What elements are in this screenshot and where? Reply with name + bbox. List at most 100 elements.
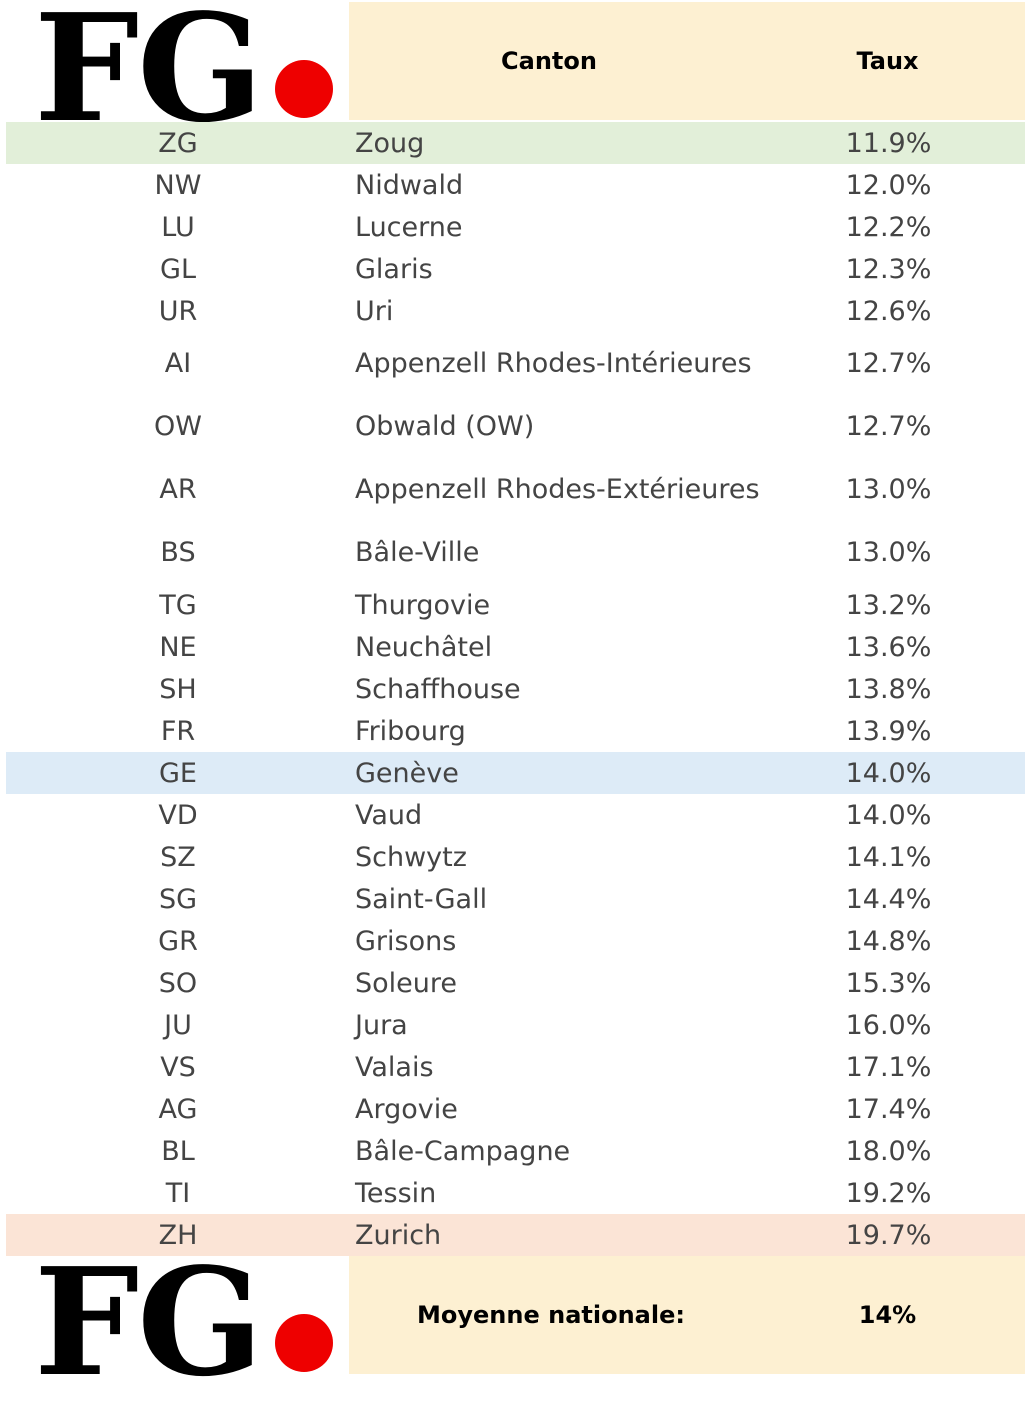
national-average-label: Moyenne nationale: — [417, 1301, 685, 1329]
tax-rate: 11.9% — [845, 127, 932, 159]
canton-code: BS — [160, 537, 196, 568]
table-row: TI Tessin 19.2% — [6, 1172, 1025, 1214]
canton-code: AG — [158, 1093, 198, 1125]
canton-code: VD — [158, 799, 198, 831]
canton-name: Nidwald — [355, 169, 464, 201]
table-row: OW Obwald (OW) 12.7% — [6, 395, 1025, 458]
canton-code: OW — [154, 411, 202, 442]
table-row: BS Bâle-Ville 13.0% — [6, 521, 1025, 584]
canton-code: ZH — [158, 1219, 198, 1251]
canton-name: Valais — [355, 1051, 434, 1083]
table-row: AI Appenzell Rhodes-Intérieures 12.7% — [6, 332, 1025, 395]
table-row: GR Grisons 14.8% — [6, 920, 1025, 962]
tax-rate: 17.1% — [845, 1051, 932, 1083]
tax-rate: 16.0% — [845, 1009, 932, 1041]
canton-name: Appenzell Rhodes-Extérieures — [355, 474, 760, 505]
table-row: ZG Zoug 11.9% — [6, 122, 1025, 164]
national-average-value: 14% — [858, 1301, 917, 1329]
canton-name: Soleure — [355, 967, 458, 999]
canton-code: FR — [160, 715, 196, 747]
canton-code: UR — [158, 295, 198, 327]
tax-rate: 17.4% — [845, 1093, 932, 1125]
canton-code: BL — [161, 1135, 195, 1167]
canton-code: TG — [159, 589, 197, 621]
canton-name: Genève — [355, 757, 459, 789]
header-canton: Canton — [501, 47, 597, 75]
tax-rate: 12.7% — [845, 411, 932, 442]
tax-rate: 12.6% — [845, 295, 932, 327]
canton-code: ZG — [158, 127, 198, 159]
table-row: JU Jura 16.0% — [6, 1004, 1025, 1046]
canton-code: JU — [164, 1009, 192, 1041]
table-footer: Moyenne nationale: 14% — [349, 1256, 1025, 1374]
canton-name: Zoug — [355, 127, 425, 159]
table-row: NW Nidwald 12.0% — [6, 164, 1025, 206]
table-row: AG Argovie 17.4% — [6, 1088, 1025, 1130]
canton-name: Grisons — [355, 925, 457, 957]
tax-rate: 12.7% — [845, 348, 932, 379]
table-row: ZH Zurich 19.7% — [6, 1214, 1025, 1256]
tax-rate: 14.0% — [845, 757, 932, 789]
canton-code: SH — [159, 673, 197, 705]
canton-name: Argovie — [355, 1093, 458, 1125]
canton-name: Thurgovie — [355, 589, 491, 621]
canton-name: Zurich — [355, 1219, 442, 1251]
tax-rate: 14.1% — [845, 841, 932, 873]
canton-code: LU — [161, 211, 195, 243]
canton-name: Obwald (OW) — [355, 411, 535, 442]
tax-rate: 14.8% — [845, 925, 932, 957]
table-row: LU Lucerne 12.2% — [6, 206, 1025, 248]
logo-text: FG — [34, 1235, 263, 1409]
canton-code: AR — [159, 474, 197, 505]
tax-rate: 14.4% — [845, 883, 932, 915]
canton-code: SZ — [160, 841, 196, 873]
canton-code: SG — [158, 883, 198, 915]
tax-rate: 13.0% — [845, 537, 932, 568]
table-row: AR Appenzell Rhodes-Extérieures 13.0% — [6, 458, 1025, 521]
logo-top: FG — [0, 0, 348, 142]
table-row: GL Glaris 12.3% — [6, 248, 1025, 290]
canton-name: Neuchâtel — [355, 631, 493, 663]
canton-code: VS — [160, 1051, 196, 1083]
canton-name: Appenzell Rhodes-Intérieures — [355, 348, 752, 379]
table-row: UR Uri 12.6% — [6, 290, 1025, 332]
table-row: NE Neuchâtel 13.6% — [6, 626, 1025, 668]
canton-code: GL — [160, 253, 196, 285]
canton-name: Tessin — [355, 1177, 437, 1209]
logo-dot-icon — [275, 60, 334, 118]
canton-name: Uri — [355, 295, 394, 327]
canton-name: Bâle-Campagne — [355, 1135, 571, 1167]
tax-rate: 13.0% — [845, 474, 932, 505]
canton-name: Schwytz — [355, 841, 467, 873]
tax-rate: 15.3% — [845, 967, 932, 999]
tax-rate: 19.7% — [845, 1219, 932, 1251]
logo-dot-icon — [275, 1314, 334, 1372]
tax-rate: 12.3% — [845, 253, 932, 285]
canton-code: NE — [159, 631, 197, 663]
table-row: VD Vaud 14.0% — [6, 794, 1025, 836]
tax-rate: 13.8% — [845, 673, 932, 705]
tax-rate: 13.6% — [845, 631, 932, 663]
canton-code: SO — [158, 967, 198, 999]
table-row: TG Thurgovie 13.2% — [6, 584, 1025, 626]
header-rate: Taux — [856, 47, 919, 75]
canton-code: NW — [154, 169, 202, 201]
canton-name: Bâle-Ville — [355, 537, 480, 568]
table-header: Canton Taux — [349, 2, 1025, 120]
table-row: SG Saint-Gall 14.4% — [6, 878, 1025, 920]
table-row: SO Soleure 15.3% — [6, 962, 1025, 1004]
canton-code: GE — [159, 757, 197, 789]
table-row: BL Bâle-Campagne 18.0% — [6, 1130, 1025, 1172]
table-row: VS Valais 17.1% — [6, 1046, 1025, 1088]
tax-rate: 19.2% — [845, 1177, 932, 1209]
canton-name: Vaud — [355, 799, 423, 831]
tax-rate: 13.9% — [845, 715, 932, 747]
canton-name: Fribourg — [355, 715, 466, 747]
canton-code: AI — [164, 348, 192, 379]
table-row: SZ Schwytz 14.1% — [6, 836, 1025, 878]
tax-rate: 18.0% — [845, 1135, 932, 1167]
table-row: GE Genève 14.0% — [6, 752, 1025, 794]
canton-code: TI — [165, 1177, 191, 1209]
table-row: SH Schaffhouse 13.8% — [6, 668, 1025, 710]
tax-rate: 12.0% — [845, 169, 932, 201]
